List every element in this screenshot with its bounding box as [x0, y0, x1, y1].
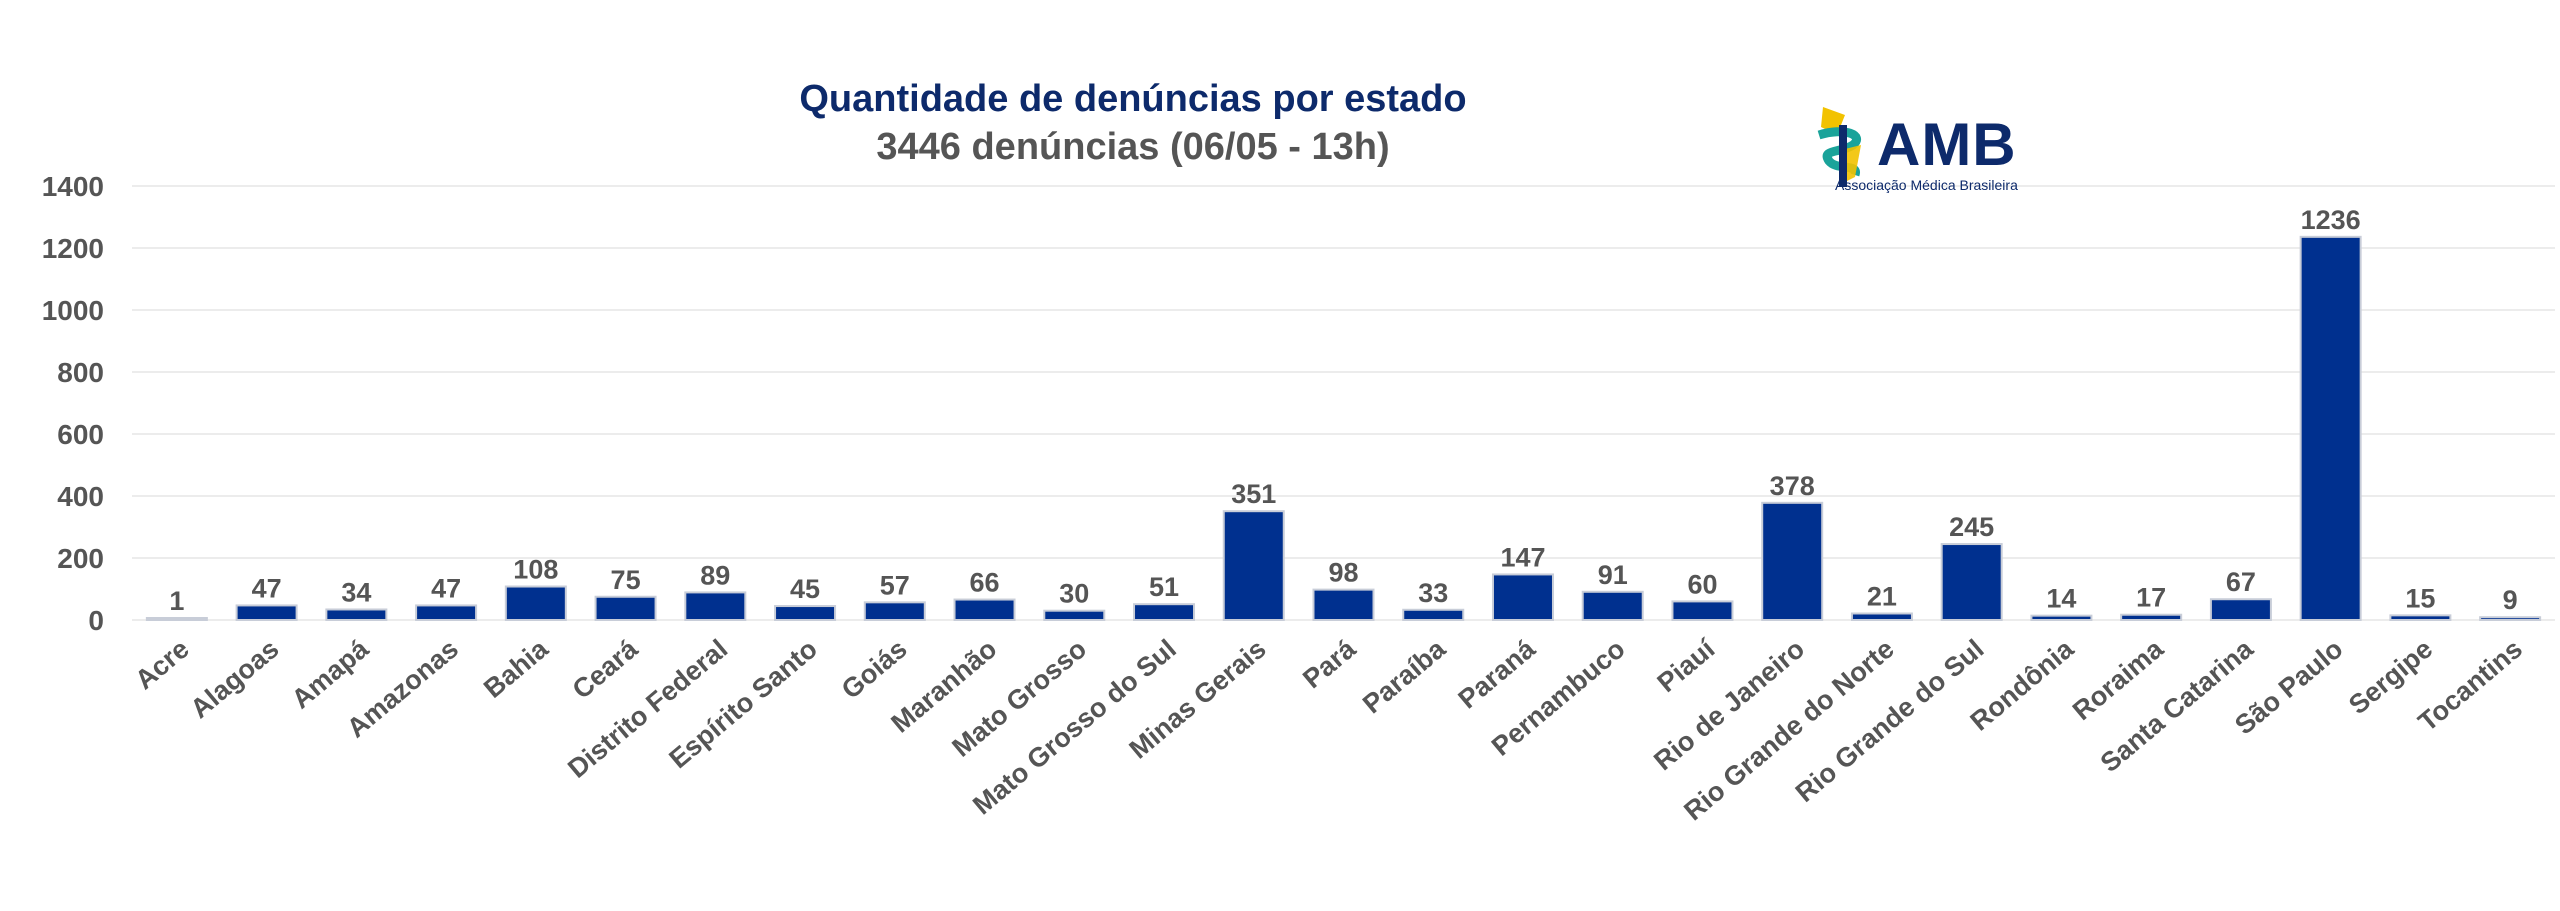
value-label: 89: [700, 560, 730, 590]
y-tick-label: 400: [57, 481, 104, 512]
value-label: 245: [1949, 512, 1994, 542]
value-label: 33: [1418, 578, 1448, 608]
bar: [1222, 510, 1285, 621]
bar: [1581, 590, 1644, 621]
value-label: 60: [1687, 569, 1717, 599]
value-label: 108: [513, 555, 558, 585]
bar: [504, 585, 567, 622]
y-tick-label: 1000: [42, 295, 104, 326]
bar: [325, 608, 388, 622]
y-tick-label: 200: [57, 543, 104, 574]
bars: [145, 235, 2542, 622]
y-tick-label: 800: [57, 357, 104, 388]
x-tick-label: Santa Catarina: [2095, 633, 2260, 778]
bar: [2479, 616, 2542, 622]
amb-logo-icon: [1817, 107, 1862, 187]
bar: [235, 604, 298, 621]
x-tick-label: Paraíba: [1357, 633, 1452, 719]
bar: [774, 605, 837, 621]
value-label: 45: [790, 574, 820, 604]
gridlines: [132, 185, 2555, 621]
y-axis-ticks: 0 200 400 600 800 1000 1200 1400: [42, 171, 104, 636]
y-tick-label: 1200: [42, 233, 104, 264]
value-label: 9: [2503, 585, 2518, 615]
value-label: 98: [1328, 558, 1358, 588]
x-tick-label: Piauí: [1652, 633, 1722, 698]
bar: [2030, 614, 2093, 621]
x-tick-label: Pará: [1297, 633, 1362, 694]
value-label: 14: [2046, 584, 2076, 614]
bar: [1402, 608, 1465, 622]
value-label: 147: [1500, 542, 1545, 572]
amb-logo: AMB Associação Médica Brasileira: [1815, 105, 2045, 195]
value-label: 34: [341, 577, 371, 607]
value-label: 21: [1867, 581, 1897, 611]
value-label: 66: [970, 568, 1000, 598]
bar: [2389, 614, 2452, 621]
value-label: 91: [1598, 560, 1628, 590]
bar: [953, 598, 1016, 621]
x-tick-label: Bahia: [478, 633, 554, 704]
bar: [1671, 600, 1734, 622]
bar: [594, 595, 657, 621]
value-label: 17: [2136, 583, 2166, 613]
bar: [2299, 235, 2362, 621]
y-tick-label: 600: [57, 419, 104, 450]
x-tick-label: Alagoas: [185, 634, 285, 725]
x-tick-label: Ceará: [567, 633, 645, 705]
bar: [415, 604, 478, 621]
value-label: 47: [252, 573, 282, 603]
bar: [1761, 501, 1824, 622]
y-tick-label: 1400: [42, 171, 104, 202]
bar: [863, 601, 926, 622]
value-label: 57: [880, 570, 910, 600]
x-tick-label: Rio de Janeiro: [1648, 634, 1810, 777]
value-label: 75: [611, 565, 641, 595]
value-label: 47: [431, 573, 461, 603]
x-tick-label: Acre: [129, 634, 194, 696]
y-tick-label: 0: [88, 605, 104, 636]
value-label: 15: [2405, 583, 2435, 613]
value-label: 67: [2226, 567, 2256, 597]
bar: [2120, 613, 2183, 621]
value-label: 1236: [2301, 205, 2361, 235]
bar: [684, 591, 747, 621]
amb-logo-text: AMB: [1877, 111, 2017, 178]
value-label: 1: [169, 586, 184, 616]
value-label: 351: [1231, 479, 1276, 509]
bar: [1940, 543, 2003, 621]
value-label: 30: [1059, 579, 1089, 609]
bar: [2209, 598, 2272, 621]
amb-logo-subtext: Associação Médica Brasileira: [1835, 177, 2018, 193]
bar: [1312, 588, 1375, 621]
x-tick-label: Goiás: [836, 634, 913, 705]
value-label: 51: [1149, 572, 1179, 602]
value-label: 378: [1770, 471, 1815, 501]
bar: [145, 617, 208, 621]
bar: [1133, 603, 1196, 622]
bar: [1043, 609, 1106, 622]
bar: [1850, 612, 1913, 621]
x-tick-label: Distrito Federal: [562, 634, 733, 784]
bar: [1491, 573, 1554, 621]
